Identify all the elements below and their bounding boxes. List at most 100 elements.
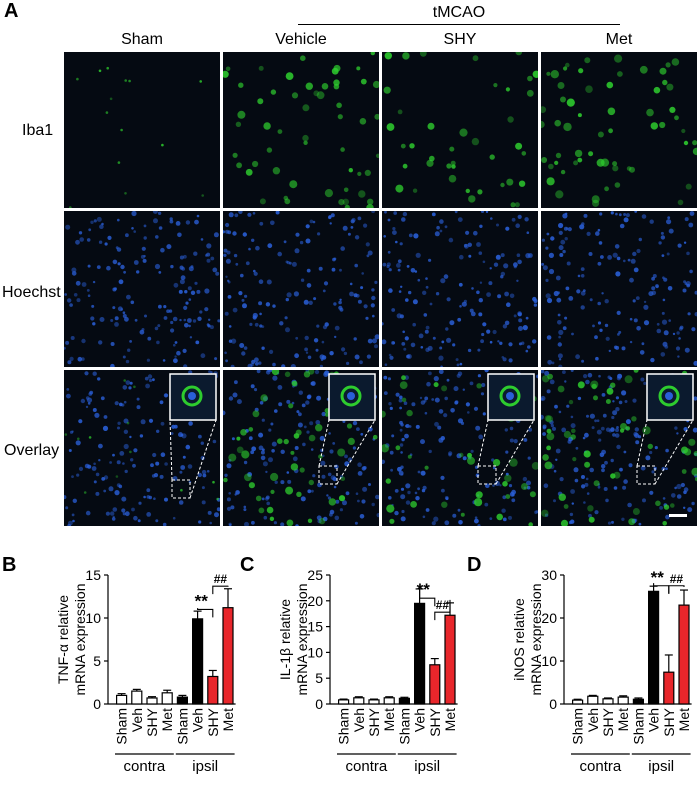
y-tick-label: 10 [85,610,101,626]
x-tick-label: Sham [114,708,130,745]
significance-label: ## [670,572,684,586]
chart-il-1beta: 0 5 10 15 20 25 IL-1β relative mRNA expression S… [277,567,458,775]
significance-label: ** [417,580,431,599]
bar [678,604,690,705]
group-label: ipsil [192,758,218,775]
x-tick-label: SHY [144,707,160,736]
micrograph-hoechst-vehicle [223,211,379,367]
x-tick-label: Sham [630,708,646,745]
y-axis-label: mRNA expression [72,583,88,695]
x-tick-label: Veh [129,708,145,732]
micrograph-hoechst-sham [64,211,220,367]
significance-label: ** [651,568,665,587]
bar [353,697,365,705]
group-label: ipsil [648,758,674,775]
column-label-sham: Sham [121,31,163,48]
significance-label: ## [214,572,228,586]
x-tick-label: Veh [351,708,367,732]
micrograph-iba1-shy [382,52,538,208]
x-tick-label: Met [676,708,692,731]
y-tick-label: 0 [549,696,557,712]
panel-letter-b: B [2,554,17,576]
x-tick-label: Sham [336,708,352,745]
bar [176,696,188,705]
y-tick-label: 20 [541,610,557,626]
y-axis-label: iNOS relative [511,598,527,681]
x-tick-label: Met [442,708,458,731]
micrograph-iba1-met [541,52,697,208]
x-tick-label: Sham [570,708,586,745]
bar [131,690,143,705]
row-label-overlay: Overlay [4,442,60,459]
x-tick-label: Veh [190,708,206,732]
significance-bracket [197,608,214,618]
bar [207,675,219,705]
group-label: contra [124,758,166,775]
y-tick-label: 5 [93,653,101,669]
x-tick-label: SHY [661,707,677,736]
significance-bracket [419,585,436,607]
bar [414,602,426,705]
row-label-hoechst: Hoechst [2,284,61,301]
panel-letter-a: A [4,0,19,22]
significance-label: ** [195,591,209,610]
micrograph-overlay-sham [64,370,220,526]
bar [617,696,629,705]
bar [648,590,660,705]
y-tick-label: 0 [315,696,323,712]
bar [602,698,614,705]
bar [146,697,158,705]
significance-bracket [434,599,451,621]
column-label-shy: SHY [443,31,477,48]
column-label-vehicle: Vehicle [275,31,327,48]
micrograph-overlay-met [541,370,697,526]
y-tick-label: 5 [315,670,323,686]
bar [368,699,380,705]
x-tick-label: SHY [427,707,443,736]
y-axis-label: mRNA expression [528,583,544,695]
y-tick-label: 10 [541,653,557,669]
group-label: ipsil [414,758,440,775]
y-tick-label: 20 [307,593,323,609]
x-tick-label: Sham [396,708,412,745]
significance-bracket [212,585,229,595]
bar [222,607,234,705]
y-axis-label: mRNA expression [294,583,310,695]
panel-letter-d: D [467,554,482,576]
tmcao-group-label: tMCAO [432,4,486,21]
micrograph-hoechst-shy [382,211,538,367]
group-label: contra [346,758,388,775]
micrograph-iba1-vehicle [223,52,379,208]
panel-letter-c: C [240,554,255,576]
significance-label: ## [436,598,450,612]
bar [192,618,204,705]
x-tick-label: Veh [646,708,662,732]
bar [632,698,644,705]
x-tick-label: SHY [205,707,221,736]
x-tick-label: Met [220,708,236,731]
micrograph-iba1-sham [64,52,220,208]
tmcao-group-line [298,24,620,25]
micrograph-overlay-vehicle [223,370,379,526]
micrograph-overlay-shy [382,370,538,526]
y-tick-label: 15 [85,567,101,583]
bar [571,699,584,705]
bar [444,614,456,705]
y-axis-label: TNF-α relative [55,595,71,684]
bar [337,699,350,705]
x-tick-label: Met [381,708,397,731]
x-tick-label: SHY [366,707,382,736]
y-tick-label: 25 [307,567,323,583]
x-tick-label: Veh [585,708,601,732]
y-axis-label: IL-1β relative [277,599,293,680]
bar [398,697,410,705]
x-tick-label: SHY [600,707,616,736]
bar [161,692,173,705]
x-tick-label: Met [615,708,631,731]
y-tick-label: 30 [541,567,557,583]
column-label-met: Met [605,31,633,48]
row-label-iba1: Iba1 [22,122,54,139]
bar [587,695,599,705]
bar [663,671,675,705]
